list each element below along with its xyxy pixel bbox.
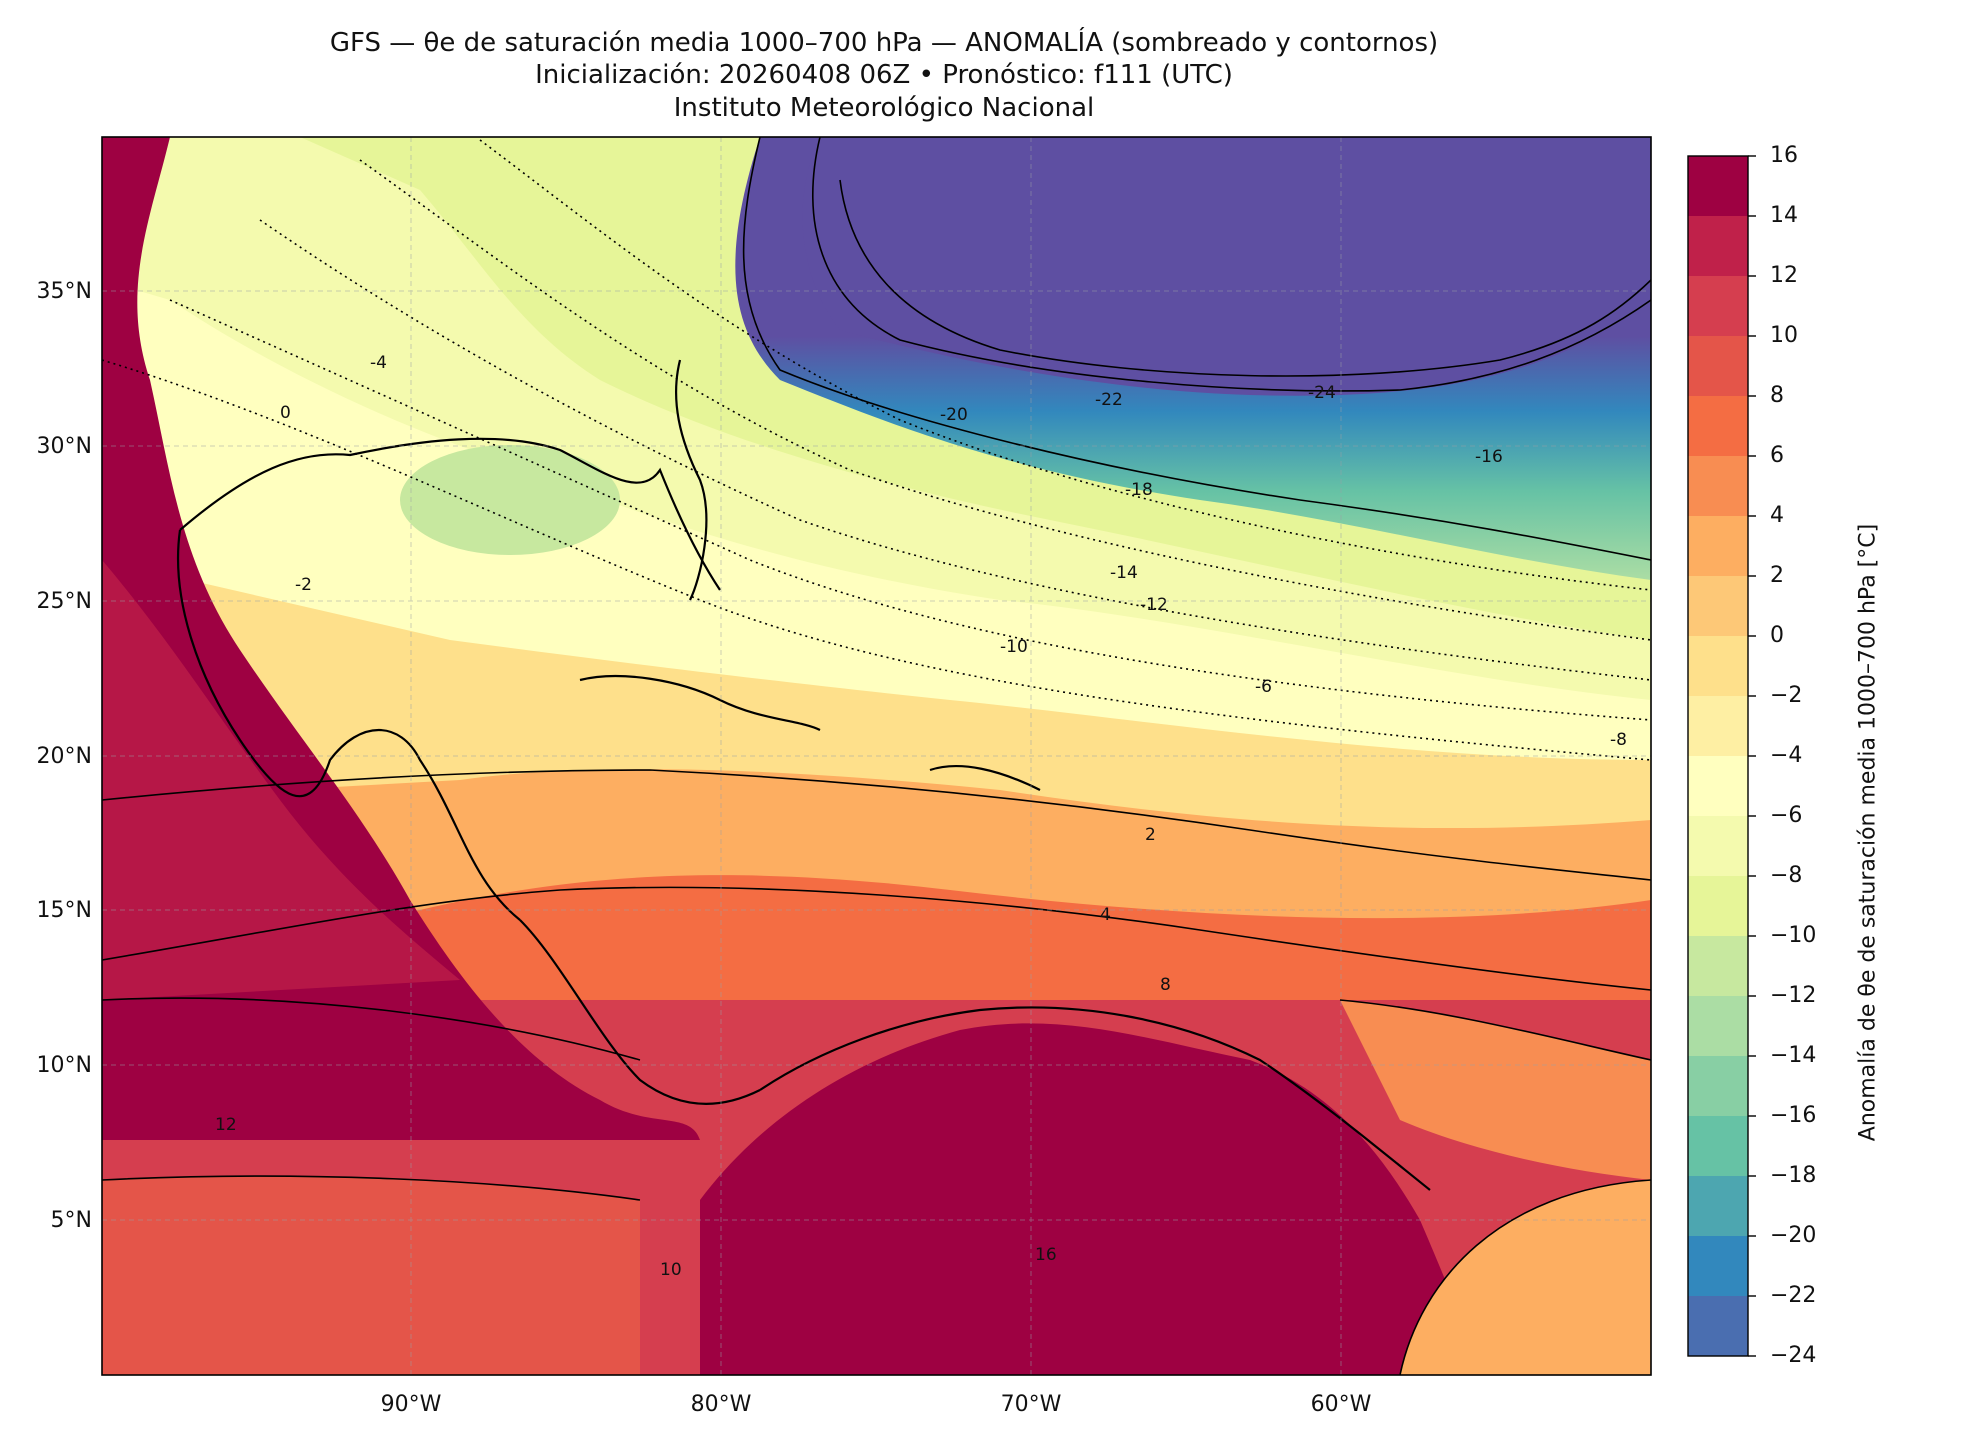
contour-label: 4 (1100, 905, 1111, 925)
colorbar-tick-label: 6 (1770, 443, 1784, 468)
coast-hispaniola (929, 764, 1041, 791)
contour-label: 8 (1160, 975, 1171, 995)
colorbar-segment (1688, 396, 1748, 457)
contour-label: 10 (660, 1260, 682, 1280)
lon-label: 70°W (1000, 1392, 1062, 1417)
colorbar-tick-label: 4 (1770, 503, 1784, 528)
contour-label: -2 (295, 575, 312, 595)
colorbar-segment (1688, 1056, 1748, 1117)
lat-label: 20°N (36, 744, 92, 769)
contour-label: -20 (940, 405, 968, 425)
colorbar-tick-label: 0 (1770, 623, 1784, 648)
lat-label: 35°N (36, 279, 92, 304)
contour-label: 16 (1035, 1245, 1057, 1265)
contour-label: -4 (370, 353, 387, 373)
lon-label: 60°W (1310, 1392, 1372, 1417)
lat-label: 5°N (50, 1208, 92, 1233)
contour-label: 12 (215, 1115, 237, 1135)
colorbar-segment (1688, 276, 1748, 337)
colorbar-tick-label: −8 (1770, 863, 1803, 888)
contour-label: -16 (1475, 447, 1503, 467)
colorbar-segment (1688, 336, 1748, 397)
colorbar-segment (1688, 156, 1748, 217)
colorbar-segment (1688, 756, 1748, 817)
colorbar-segment (1688, 456, 1748, 517)
colorbar-segment (1688, 996, 1748, 1057)
colorbar-tick-label: 12 (1770, 263, 1798, 288)
coast-gulf (179, 437, 721, 591)
colorbar-tick-label: 8 (1770, 383, 1784, 408)
colorbar-segment (1688, 816, 1748, 877)
map-subtitle-init: Inicialización: 20260408 06Z • Pronóstic… (535, 60, 1233, 90)
map-subtitle-institute: Instituto Meteorológico Nacional (673, 93, 1095, 123)
colorbar-label: Anomalía de θe de saturación media 1000–… (1855, 523, 1881, 1142)
shaded-field (102, 137, 1651, 1375)
colorbar-tick-label: −24 (1770, 1343, 1817, 1368)
lat-label: 10°N (36, 1053, 92, 1078)
colorbar-tick-label: −6 (1770, 803, 1803, 828)
contour-label: -10 (1000, 637, 1028, 657)
colorbar-tick-label: −14 (1770, 1043, 1817, 1068)
colorbar-tick-label: −10 (1770, 923, 1817, 948)
gridlines (102, 137, 1651, 1375)
colorbar-segment (1688, 1236, 1748, 1297)
lat-label: 30°N (36, 434, 92, 459)
colorbar-segment (1688, 876, 1748, 937)
contour-label: -8 (1610, 730, 1627, 750)
colorbar-segment (1688, 636, 1748, 697)
colorbar-tick-label: −16 (1770, 1103, 1817, 1128)
colorbar-frame (1687, 155, 1749, 1357)
colorbar-segment (1688, 576, 1748, 637)
contour-label: 0 (280, 403, 291, 423)
colorbar-tick-label: −20 (1770, 1223, 1817, 1248)
colorbar-tick-label: −22 (1770, 1283, 1817, 1308)
contour-label: -6 (1255, 677, 1272, 697)
coast-us-east (674, 359, 708, 601)
colorbar-tick-label: −18 (1770, 1163, 1817, 1188)
colorbar-segment (1688, 1176, 1748, 1237)
lon-label: 80°W (690, 1392, 752, 1417)
colorbar (1688, 155, 1756, 1357)
colorbar-tick-label: −4 (1770, 743, 1803, 768)
plot-frame (101, 136, 1652, 1376)
contour-label: -24 (1308, 383, 1336, 403)
map-title: GFS — θe de saturación media 1000–700 hP… (329, 28, 1439, 58)
lon-label: 90°W (380, 1392, 442, 1417)
colorbar-tick-label: 14 (1770, 203, 1798, 228)
contour-label: -18 (1125, 480, 1153, 500)
lat-label: 15°N (36, 898, 92, 923)
negative-contours (102, 139, 1651, 761)
colorbar-segment (1688, 1116, 1748, 1177)
colorbar-segment (1688, 696, 1748, 757)
colorbar-tick-label: −2 (1770, 683, 1803, 708)
contour-label: -22 (1095, 390, 1123, 410)
coast-central-america (519, 919, 761, 1105)
colorbar-segment (1688, 1296, 1748, 1357)
contour-label: -12 (1140, 595, 1168, 615)
coast-mexico (176, 529, 521, 921)
colorbar-segment (1688, 516, 1748, 577)
colorbar-tick-label: 10 (1770, 323, 1798, 348)
colorbar-tick-label: −12 (1770, 983, 1817, 1008)
coast-cuba (579, 675, 821, 731)
colorbar-segment (1688, 216, 1748, 277)
positive-contours (102, 137, 1651, 1375)
contour-label: 2 (1145, 825, 1156, 845)
colorbar-tick-label: 16 (1770, 143, 1798, 168)
contour-labels: -24 -22 -20 -18 -16 -14 -12 -10 -8 -6 -4… (215, 353, 1627, 1280)
contour-label: -14 (1110, 563, 1138, 583)
colorbar-tick-label: 2 (1770, 563, 1784, 588)
lat-label: 25°N (36, 589, 92, 614)
colorbar-segment (1688, 936, 1748, 997)
